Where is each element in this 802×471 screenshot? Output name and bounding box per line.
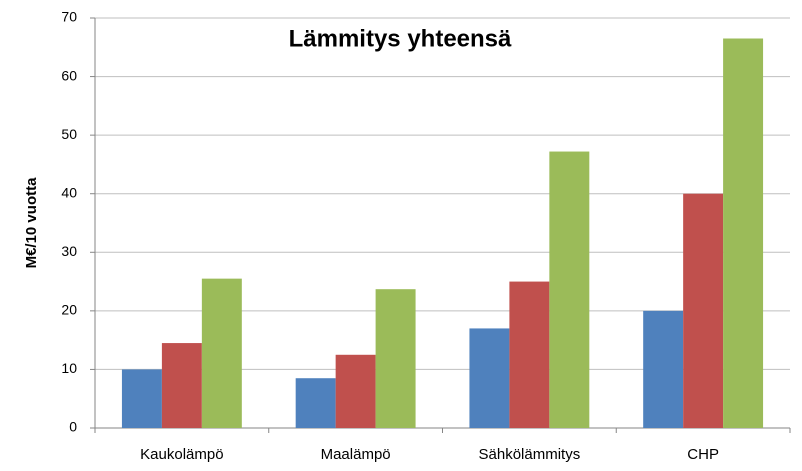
x-tick-label: Sähkölämmitys [479, 446, 581, 463]
bar [121, 369, 162, 428]
x-tick-label: Maalämpö [321, 446, 391, 463]
bar [683, 193, 724, 428]
x-tick-label: Kaukolämpö [140, 446, 223, 463]
bar [469, 328, 510, 428]
x-tick-label: CHP [687, 446, 719, 463]
y-tick-label: 50 [61, 126, 77, 142]
y-tick-label: 60 [61, 67, 77, 83]
bar [549, 151, 590, 429]
y-tick-label: 20 [61, 302, 77, 318]
y-tick-label: 40 [61, 184, 77, 200]
bar [161, 343, 202, 428]
y-axis-label: M€/10 vuotta [23, 177, 40, 269]
bar [201, 278, 242, 428]
bar [335, 354, 376, 428]
chart-title: Lämmitys yhteensä [289, 25, 512, 52]
y-tick-label: 70 [61, 9, 77, 25]
bar [295, 378, 336, 428]
bar [723, 38, 764, 428]
y-tick-label: 30 [61, 243, 77, 259]
y-tick-label: 10 [61, 360, 77, 376]
bar [375, 289, 416, 428]
bar [643, 310, 684, 428]
bar [509, 281, 550, 428]
y-tick-label: 0 [69, 419, 77, 435]
